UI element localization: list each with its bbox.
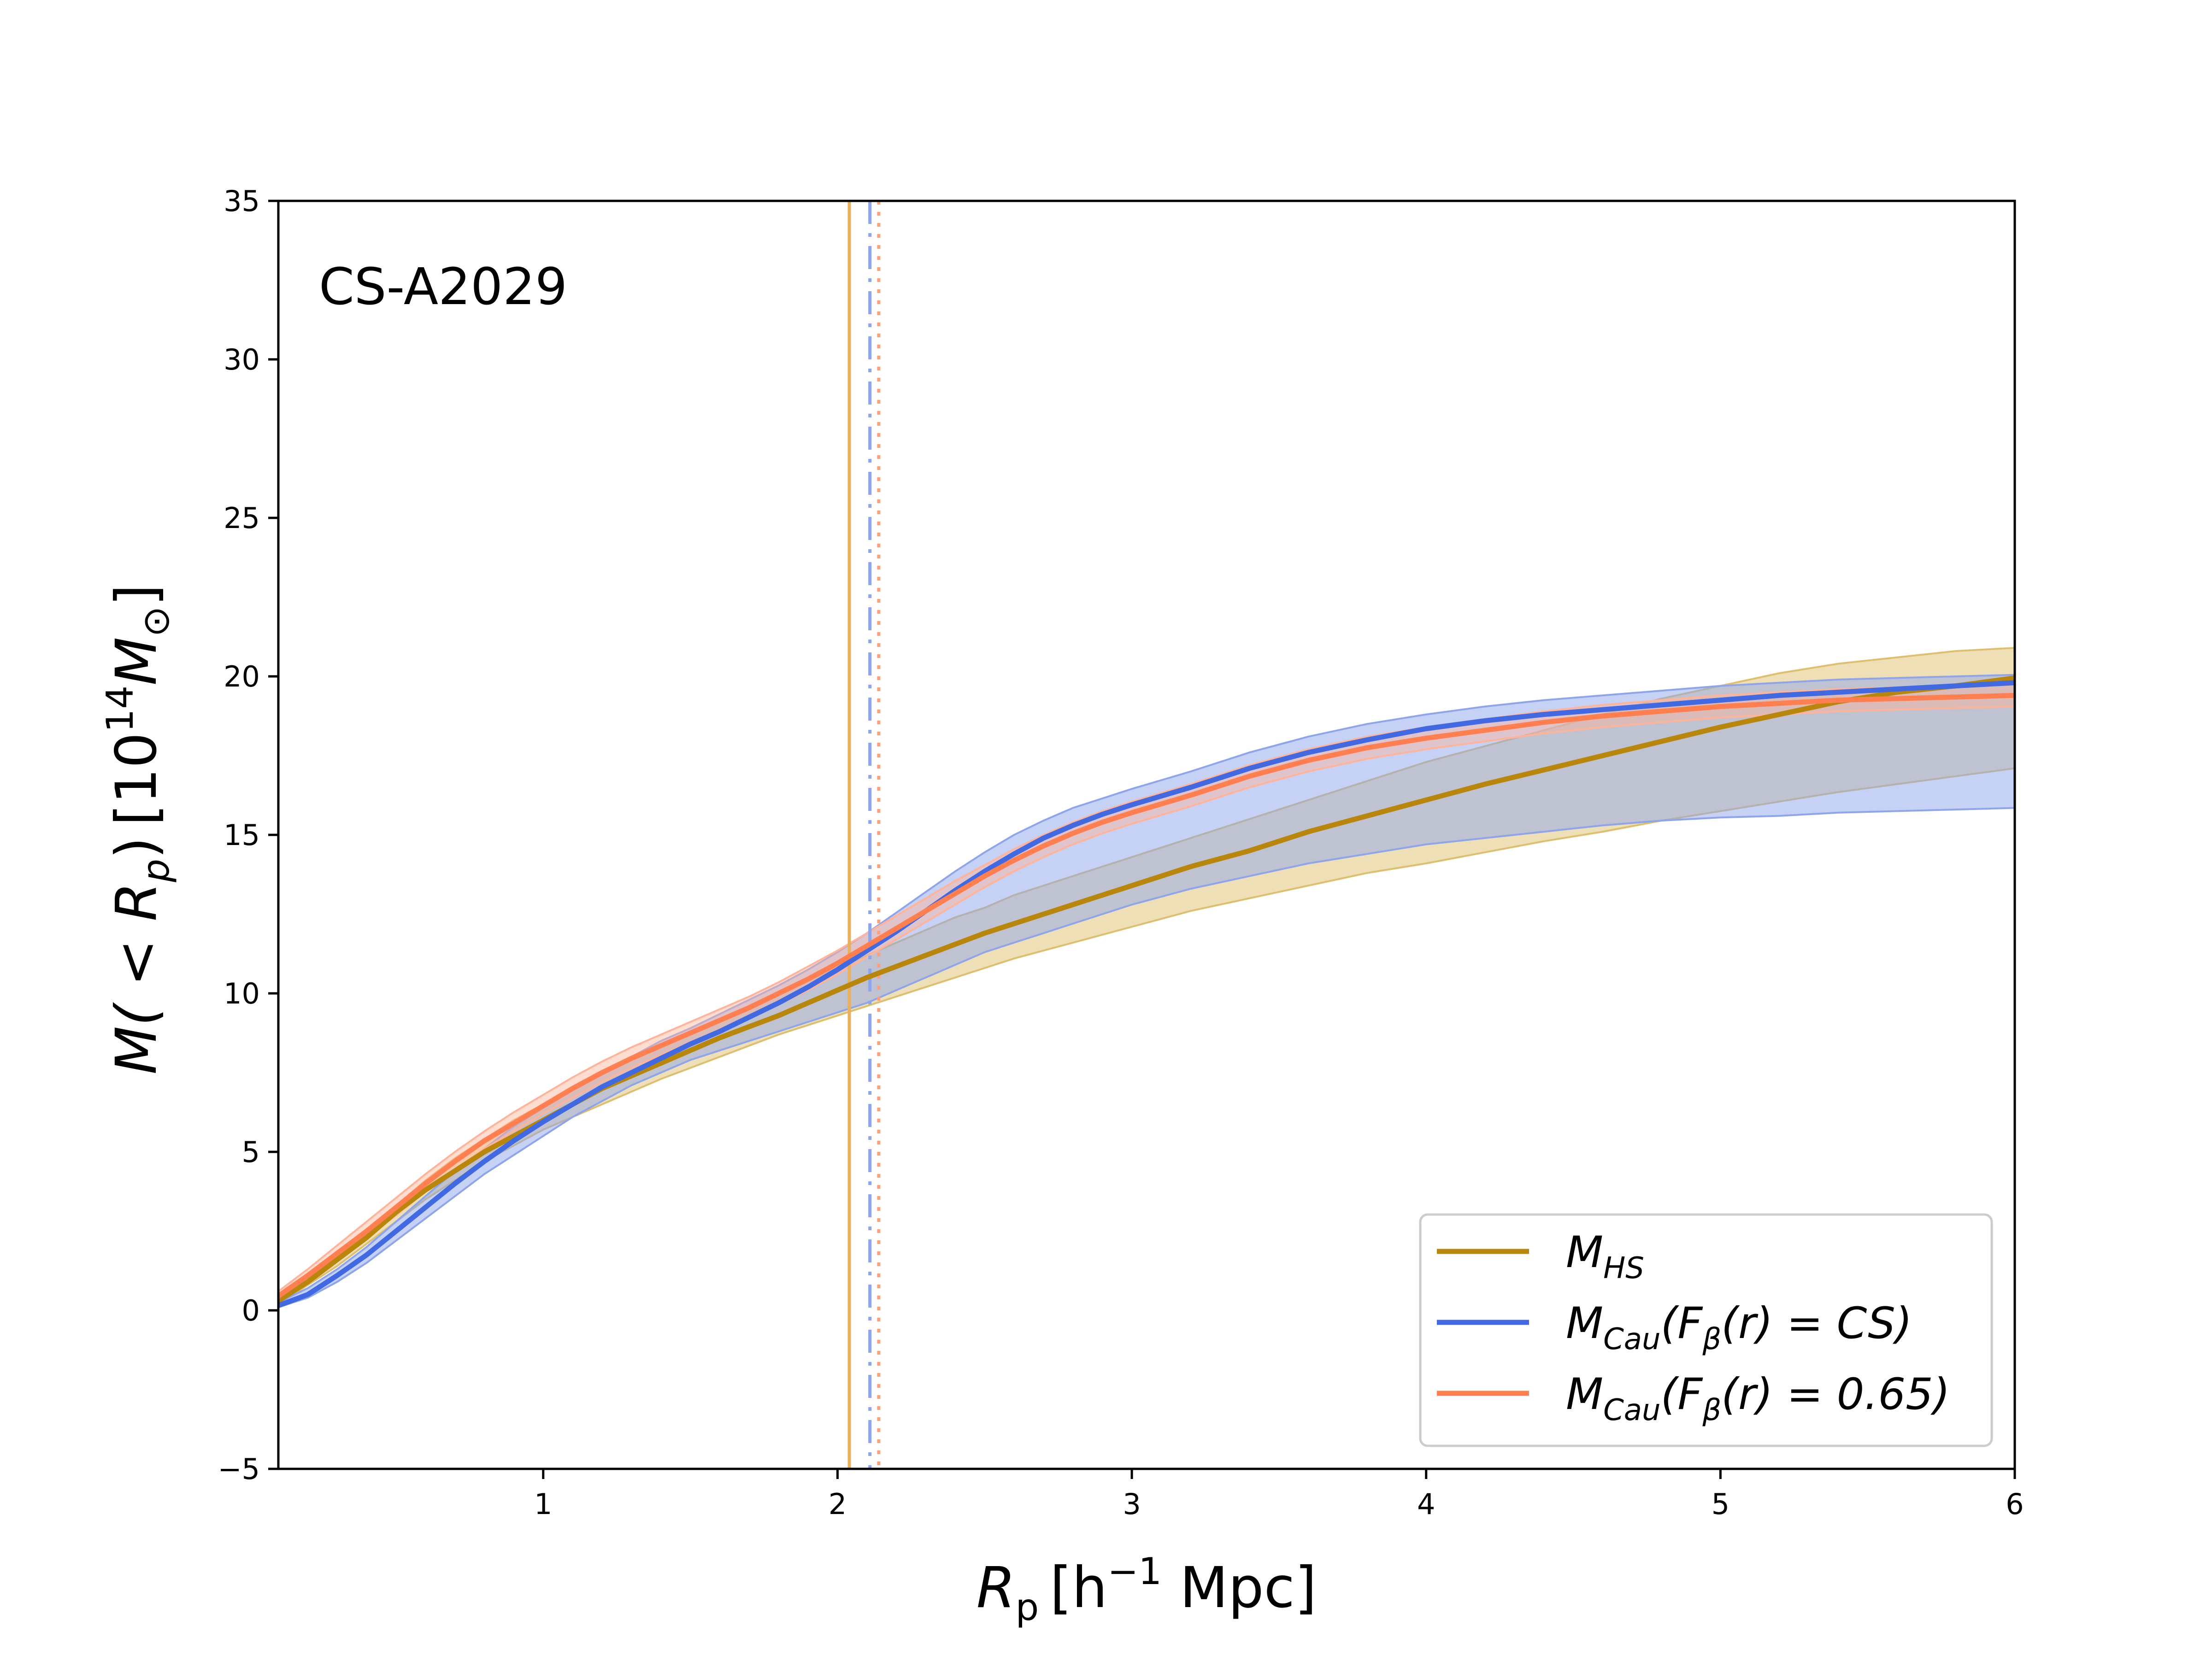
y-tick-label: −5 [218, 1452, 260, 1486]
legend-frame [1419, 1213, 1993, 1447]
svg-text:MCau(Fβ(r) = CS): MCau(Fβ(r) = CS) [1566, 1298, 1912, 1356]
y-axis-title: M( < Rp)[1014M⊙] [99, 584, 177, 1074]
y-tick-label: 30 [224, 343, 260, 376]
axes: 1 2 3 4 5 6 −5 0 5 10 15 20 25 30 35 [218, 184, 2024, 1521]
svg-text:MHS: MHS [1566, 1227, 1644, 1285]
line-hs [278, 675, 2015, 1303]
band-cs [278, 674, 2015, 1309]
confidence-bands [278, 647, 2015, 1309]
y-tick-label: 20 [224, 660, 260, 693]
x-tick-label: 5 [1712, 1487, 1730, 1521]
cluster-annotation: CS-A2029 [319, 257, 567, 316]
x-axis-title: Rp [h−1 Mpc] [977, 1550, 1317, 1629]
radius-markers [847, 201, 881, 1469]
series-lines [278, 675, 2015, 1309]
legend-entry-cs: MCau(Fβ(r) = CS) [1437, 1298, 1912, 1356]
y-tick-label: 15 [224, 818, 260, 852]
legend-entry-c65: MCau(Fβ(r) = 0.65) [1437, 1369, 1950, 1427]
y-tick-label: 5 [242, 1135, 260, 1169]
x-tick-label: 3 [1123, 1487, 1141, 1521]
x-tick-label: 2 [829, 1487, 847, 1521]
x-tick-label: 6 [2006, 1487, 2024, 1521]
svg-text:MCau(Fβ(r) = 0.65): MCau(Fβ(r) = 0.65) [1566, 1369, 1950, 1427]
y-tick-label: 35 [224, 184, 260, 218]
x-tick-label: 1 [534, 1487, 552, 1521]
y-tick-label: 10 [224, 977, 260, 1010]
legend-entry-hs: MHS [1437, 1227, 1644, 1285]
y-tick-label: 25 [224, 501, 260, 535]
legend: MHS MCau(Fβ(r) = CS) MCau(Fβ(r) = 0.65) [1419, 1213, 1993, 1447]
y-tick-label: 0 [242, 1294, 260, 1327]
svg-text:M( < Rp)[1014M⊙]: M( < Rp)[1014M⊙] [99, 584, 177, 1074]
line-c65 [278, 693, 2015, 1299]
svg-text:Rp[h−1 Mpc]: Rp [h−1 Mpc] [977, 1550, 1317, 1629]
x-tick-label: 4 [1417, 1487, 1435, 1521]
